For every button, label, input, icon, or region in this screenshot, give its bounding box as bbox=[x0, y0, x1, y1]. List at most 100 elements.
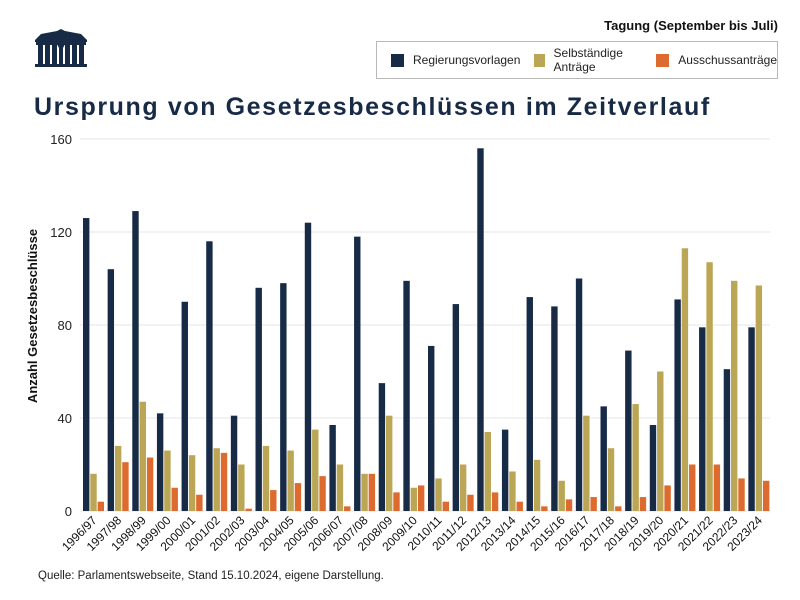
bar-selbst-ndige-antr-ge-2006-07 bbox=[336, 464, 344, 511]
bar-regierungsvorlagen-2000-01 bbox=[181, 301, 188, 511]
bar-selbst-ndige-antr-ge-2014-15 bbox=[533, 459, 541, 511]
bar-selbst-ndige-antr-ge-2011-12 bbox=[459, 464, 467, 511]
bar-regierungsvorlagen-2005-06 bbox=[304, 222, 312, 511]
bar-regierungsvorlagen-2008-09 bbox=[378, 383, 386, 511]
bar-selbst-ndige-antr-ge-2019-20 bbox=[657, 371, 664, 511]
bar-regierungsvorlagen-1998-99 bbox=[132, 211, 139, 511]
bar-regierungsvorlagen-2009-10 bbox=[403, 280, 410, 511]
bar-ausschussantr-ge-1998-99 bbox=[146, 457, 154, 511]
chart-title: Ursprung von Gesetzesbeschlüssen im Zeit… bbox=[34, 93, 711, 121]
bar-selbst-ndige-antr-ge-1997-98 bbox=[114, 445, 122, 511]
bar-regierungsvorlagen-2003-04 bbox=[255, 287, 262, 511]
y-tick-label: 160 bbox=[50, 132, 72, 147]
bar-ausschussantr-ge-2010-11 bbox=[442, 501, 449, 511]
bar-regierungsvorlagen-2001-02 bbox=[206, 241, 213, 512]
legend: Regierungsvorlagen Selbständige Anträge … bbox=[376, 41, 778, 79]
bar-selbst-ndige-antr-ge-2012-13 bbox=[484, 431, 491, 511]
bar-ausschussantr-ge-2023-24 bbox=[762, 480, 770, 511]
bar-ausschussantr-ge-2003-04 bbox=[270, 490, 277, 511]
bar-ausschussantr-ge-1997-98 bbox=[122, 462, 129, 511]
bar-ausschussantr-ge-1999-00 bbox=[171, 487, 178, 511]
bar-ausschussantr-ge-2021-22 bbox=[713, 464, 721, 511]
legend-label: Selbständige Anträge bbox=[553, 46, 623, 74]
bar-ausschussantr-ge-2001-02 bbox=[220, 452, 228, 511]
bar-selbst-ndige-antr-ge-2001-02 bbox=[213, 448, 220, 511]
legend-item-regierungsvorlagen: Regierungsvorlagen bbox=[391, 53, 520, 67]
bar-regierungsvorlagen-1999-00 bbox=[156, 413, 164, 511]
bar-ausschussantr-ge-2007-08 bbox=[368, 473, 376, 511]
bar-selbst-ndige-antr-ge-2017-18 bbox=[607, 448, 615, 511]
bar-regierungsvorlagen-2002-03 bbox=[230, 415, 238, 511]
bar-selbst-ndige-antr-ge-2009-10 bbox=[410, 487, 418, 511]
bar-selbst-ndige-antr-ge-2016-17 bbox=[583, 415, 590, 511]
bar-selbst-ndige-antr-ge-2022-23 bbox=[731, 280, 738, 511]
bar-selbst-ndige-antr-ge-2008-09 bbox=[386, 415, 393, 511]
bar-selbst-ndige-antr-ge-2005-06 bbox=[312, 429, 319, 511]
bar-selbst-ndige-antr-ge-2015-16 bbox=[558, 480, 565, 511]
bar-ausschussantr-ge-2018-19 bbox=[639, 497, 647, 511]
bar-regierungsvorlagen-2021-22 bbox=[699, 327, 706, 511]
bar-selbst-ndige-antr-ge-2002-03 bbox=[238, 464, 245, 511]
bar-selbst-ndige-antr-ge-2018-19 bbox=[632, 404, 639, 511]
bar-selbst-ndige-antr-ge-1998-99 bbox=[139, 401, 146, 511]
bar-selbst-ndige-antr-ge-2004-05 bbox=[287, 450, 294, 511]
legend-item-selbstaendige-antraege: Selbständige Anträge bbox=[534, 46, 642, 74]
y-tick-label: 120 bbox=[50, 225, 72, 240]
legend-item-ausschussantraege: Ausschussanträge bbox=[656, 53, 777, 67]
bar-regierungsvorlagen-2006-07 bbox=[329, 424, 336, 511]
y-tick-label: 80 bbox=[58, 318, 72, 333]
bar-selbst-ndige-antr-ge-2007-08 bbox=[361, 473, 368, 511]
y-tick-label: 40 bbox=[58, 411, 72, 426]
bar-selbst-ndige-antr-ge-2020-21 bbox=[681, 248, 689, 511]
bar-regierungsvorlagen-2004-05 bbox=[280, 283, 287, 511]
bar-regierungsvorlagen-2010-11 bbox=[428, 345, 435, 511]
bar-ausschussantr-ge-2000-01 bbox=[196, 494, 203, 511]
bar-regierungsvorlagen-2022-23 bbox=[723, 369, 731, 511]
bar-ausschussantr-ge-2011-12 bbox=[467, 494, 474, 511]
bar-regierungsvorlagen-2016-17 bbox=[575, 278, 583, 511]
legend-label: Regierungsvorlagen bbox=[413, 53, 521, 67]
legend-label: Ausschussanträge bbox=[678, 53, 777, 67]
bar-regierungsvorlagen-1996-97 bbox=[83, 218, 90, 512]
bar-regierungsvorlagen-2018-19 bbox=[625, 350, 632, 511]
bar-ausschussantr-ge-2019-20 bbox=[664, 485, 671, 511]
bar-regierungsvorlagen-2015-16 bbox=[551, 306, 558, 511]
bar-ausschussantr-ge-2002-03 bbox=[245, 508, 252, 511]
bar-ausschussantr-ge-2014-15 bbox=[541, 506, 548, 511]
legend-title: Tagung (September bis Juli) bbox=[604, 18, 778, 33]
legend-swatch bbox=[391, 53, 404, 67]
bar-selbst-ndige-antr-ge-2013-14 bbox=[509, 471, 516, 511]
bar-regierungsvorlagen-2020-21 bbox=[674, 299, 681, 511]
bar-selbst-ndige-antr-ge-2010-11 bbox=[435, 478, 442, 511]
bar-ausschussantr-ge-2009-10 bbox=[417, 485, 425, 511]
bar-ausschussantr-ge-2017-18 bbox=[615, 506, 622, 511]
bar-regierungsvorlagen-2007-08 bbox=[354, 236, 361, 511]
y-axis-label: Anzahl Gesetzesbeschlüsse bbox=[25, 229, 40, 403]
bar-regierungsvorlagen-2012-13 bbox=[477, 148, 484, 512]
bar-selbst-ndige-antr-ge-2023-24 bbox=[755, 285, 763, 511]
bar-ausschussantr-ge-2013-14 bbox=[516, 501, 523, 511]
bar-regierungsvorlagen-2011-12 bbox=[452, 304, 460, 511]
bar-ausschussantr-ge-2008-09 bbox=[393, 492, 400, 511]
y-tick-label: 0 bbox=[65, 504, 72, 519]
source-note: Quelle: Parlamentswebseite, Stand 15.10.… bbox=[38, 570, 384, 582]
bar-ausschussantr-ge-2004-05 bbox=[294, 483, 302, 511]
bar-ausschussantr-ge-2016-17 bbox=[590, 497, 597, 511]
bar-ausschussantr-ge-2005-06 bbox=[319, 476, 326, 511]
bar-selbst-ndige-antr-ge-2021-22 bbox=[706, 262, 713, 511]
bar-ausschussantr-ge-1996-97 bbox=[97, 501, 104, 511]
bar-ausschussantr-ge-2020-21 bbox=[689, 464, 696, 511]
bar-selbst-ndige-antr-ge-2003-04 bbox=[262, 445, 270, 511]
bar-ausschussantr-ge-2022-23 bbox=[738, 478, 745, 511]
bar-selbst-ndige-antr-ge-2000-01 bbox=[188, 455, 196, 511]
bar-regierungsvorlagen-2019-20 bbox=[649, 424, 657, 511]
bar-ausschussantr-ge-2012-13 bbox=[491, 492, 499, 511]
bar-ausschussantr-ge-2006-07 bbox=[344, 506, 351, 511]
bar-regierungsvorlagen-2023-24 bbox=[748, 327, 755, 511]
bar-selbst-ndige-antr-ge-1996-97 bbox=[90, 473, 97, 511]
legend-swatch bbox=[534, 53, 545, 67]
bar-regierungsvorlagen-1997-98 bbox=[107, 269, 115, 511]
bar-regierungsvorlagen-2013-14 bbox=[501, 429, 509, 511]
parliament-logo-icon bbox=[35, 29, 87, 67]
